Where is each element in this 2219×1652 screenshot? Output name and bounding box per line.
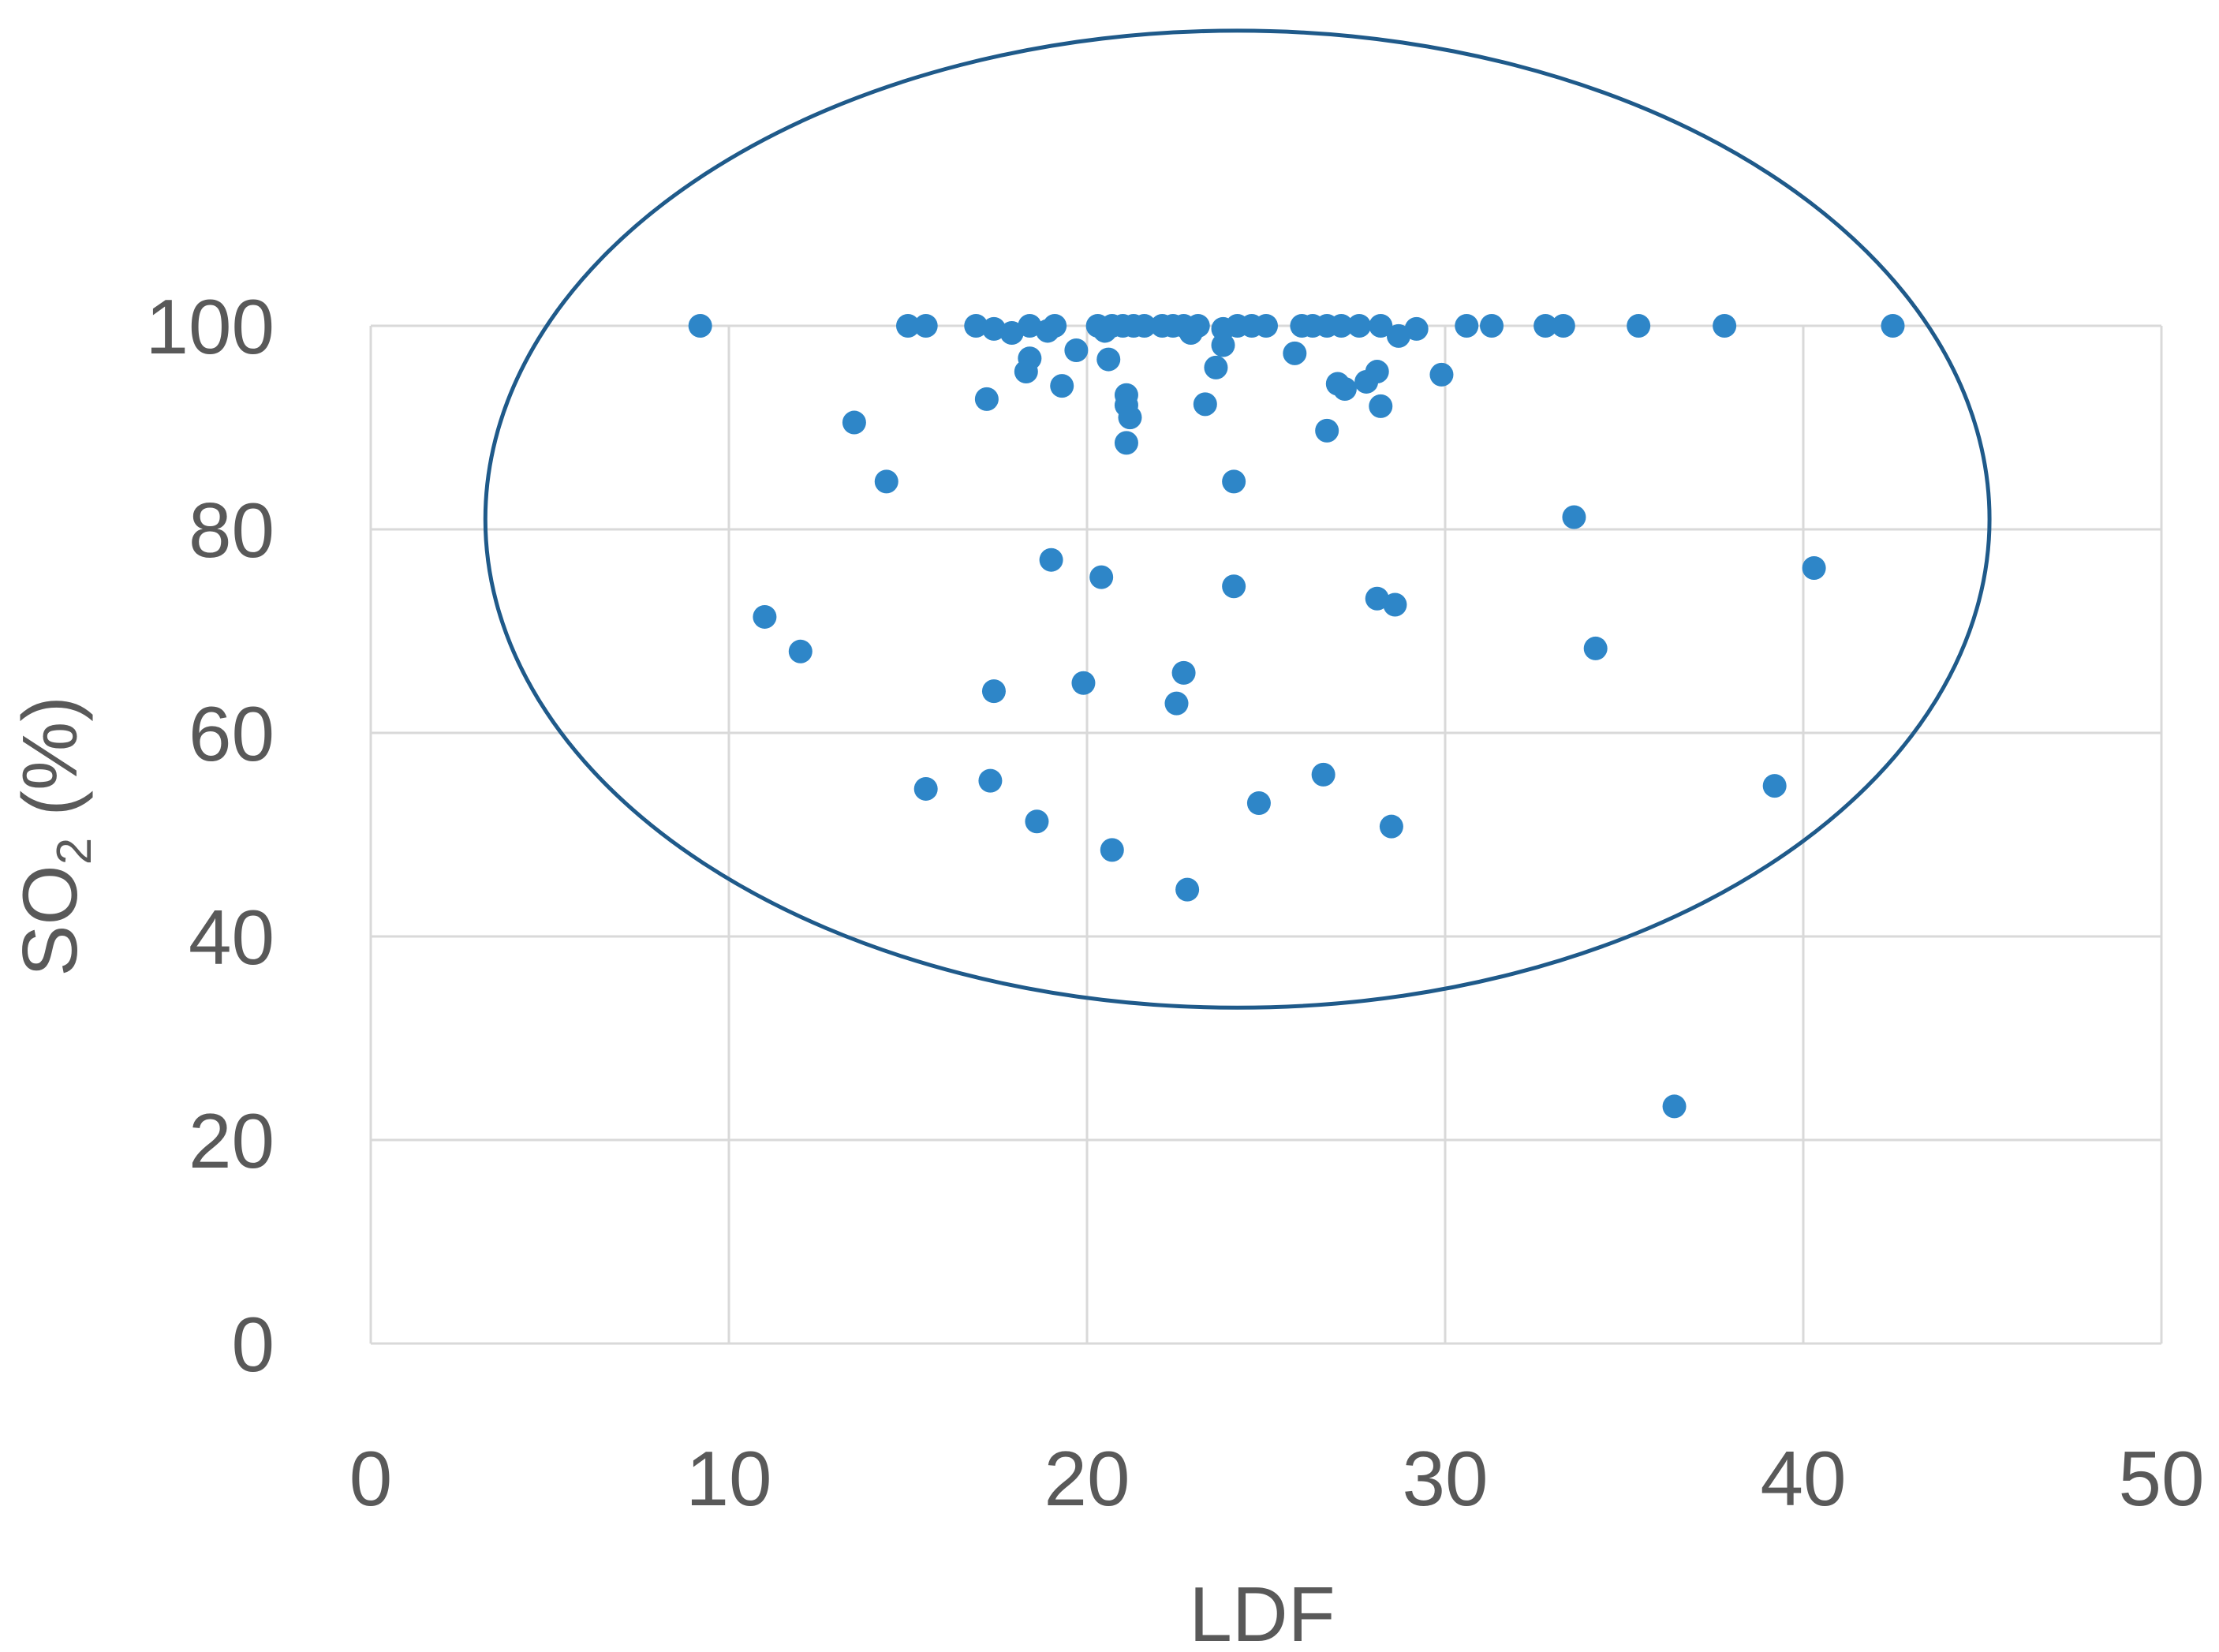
data-point [1193,392,1217,417]
data-point [1480,314,1504,338]
data-point [999,321,1024,346]
data-point [1071,671,1096,695]
y-axis-title-suffix: (%) [6,696,93,838]
data-point [1347,314,1372,338]
data-point [1204,355,1228,379]
y-tick-label: 0 [231,1301,275,1388]
data-point [1386,323,1410,348]
y-tick-label: 60 [189,690,275,777]
data-point [688,314,712,338]
data-point [1662,1094,1687,1119]
y-axis-ticks: 0 20 40 60 80 100 [145,283,275,1388]
data-point [1014,360,1038,384]
data-points [688,314,1905,1119]
data-point [1246,791,1271,816]
data-point [1283,341,1307,365]
data-point [1369,314,1393,338]
data-point [1171,660,1196,685]
x-tick-label: 20 [1044,1435,1130,1522]
data-point [978,768,1003,793]
data-point [1018,314,1042,338]
data-point [1329,314,1354,338]
data-point [1222,469,1246,494]
y-tick-label: 40 [189,894,275,981]
data-point [1050,374,1074,398]
y-tick-label: 100 [145,283,275,370]
data-point [896,314,920,338]
data-point [964,314,988,338]
y-tick-label: 20 [189,1097,275,1184]
data-point [842,410,866,435]
data-point [1455,314,1479,338]
data-point [913,776,938,801]
data-point [1379,814,1403,839]
x-tick-label: 40 [1760,1435,1846,1522]
data-point [1100,838,1124,862]
data-point [1583,636,1608,660]
data-point [1762,774,1787,798]
data-point [1064,338,1089,362]
data-point [1222,574,1246,599]
x-tick-label: 10 [685,1435,771,1522]
y-axis-title-subscript: 2 [47,838,102,865]
y-axis-title: SO2 (%) [6,696,102,977]
data-point [1534,314,1558,338]
data-point [1132,314,1156,338]
gridlines [369,324,2163,1345]
x-axis-ticks: 0 10 20 30 40 50 [349,1435,2205,1522]
data-point [1627,314,1651,338]
x-tick-label: 0 [349,1435,393,1522]
data-point [1562,505,1586,529]
data-point [1315,418,1339,443]
data-point [981,679,1006,704]
data-point [1332,376,1357,401]
x-axis-title: LDF [1189,1571,1335,1652]
highlight-ellipse-layer [483,28,1992,1010]
data-point [874,469,898,494]
data-point [788,639,813,663]
data-point [753,604,777,629]
data-point [1025,809,1049,834]
data-point [1164,691,1189,716]
data-point [1551,314,1575,338]
data-point [1096,347,1121,372]
data-point [1365,586,1389,611]
data-point [1369,394,1393,418]
data-point [1802,556,1826,581]
data-point [1365,360,1389,384]
data-point [1713,314,1737,338]
data-point [1175,877,1200,902]
y-axis-title-main: SO [6,865,93,977]
x-tick-label: 30 [1402,1435,1488,1522]
data-point [1429,362,1454,387]
data-point [1404,316,1429,341]
data-point [1254,314,1278,338]
data-point [1311,762,1336,787]
data-point [1186,314,1210,338]
data-point [1118,406,1142,430]
data-point [1881,314,1905,338]
data-point [1114,431,1138,455]
data-point [913,314,938,338]
data-point [1089,565,1114,589]
y-tick-label: 80 [189,487,275,574]
x-tick-label: 50 [2118,1435,2204,1522]
data-point [1039,548,1063,572]
data-point [1211,333,1235,357]
highlight-ellipse [483,28,1992,1010]
data-point [981,316,1006,341]
data-point [974,387,999,411]
data-point [1043,314,1067,338]
data-point [1383,592,1407,617]
